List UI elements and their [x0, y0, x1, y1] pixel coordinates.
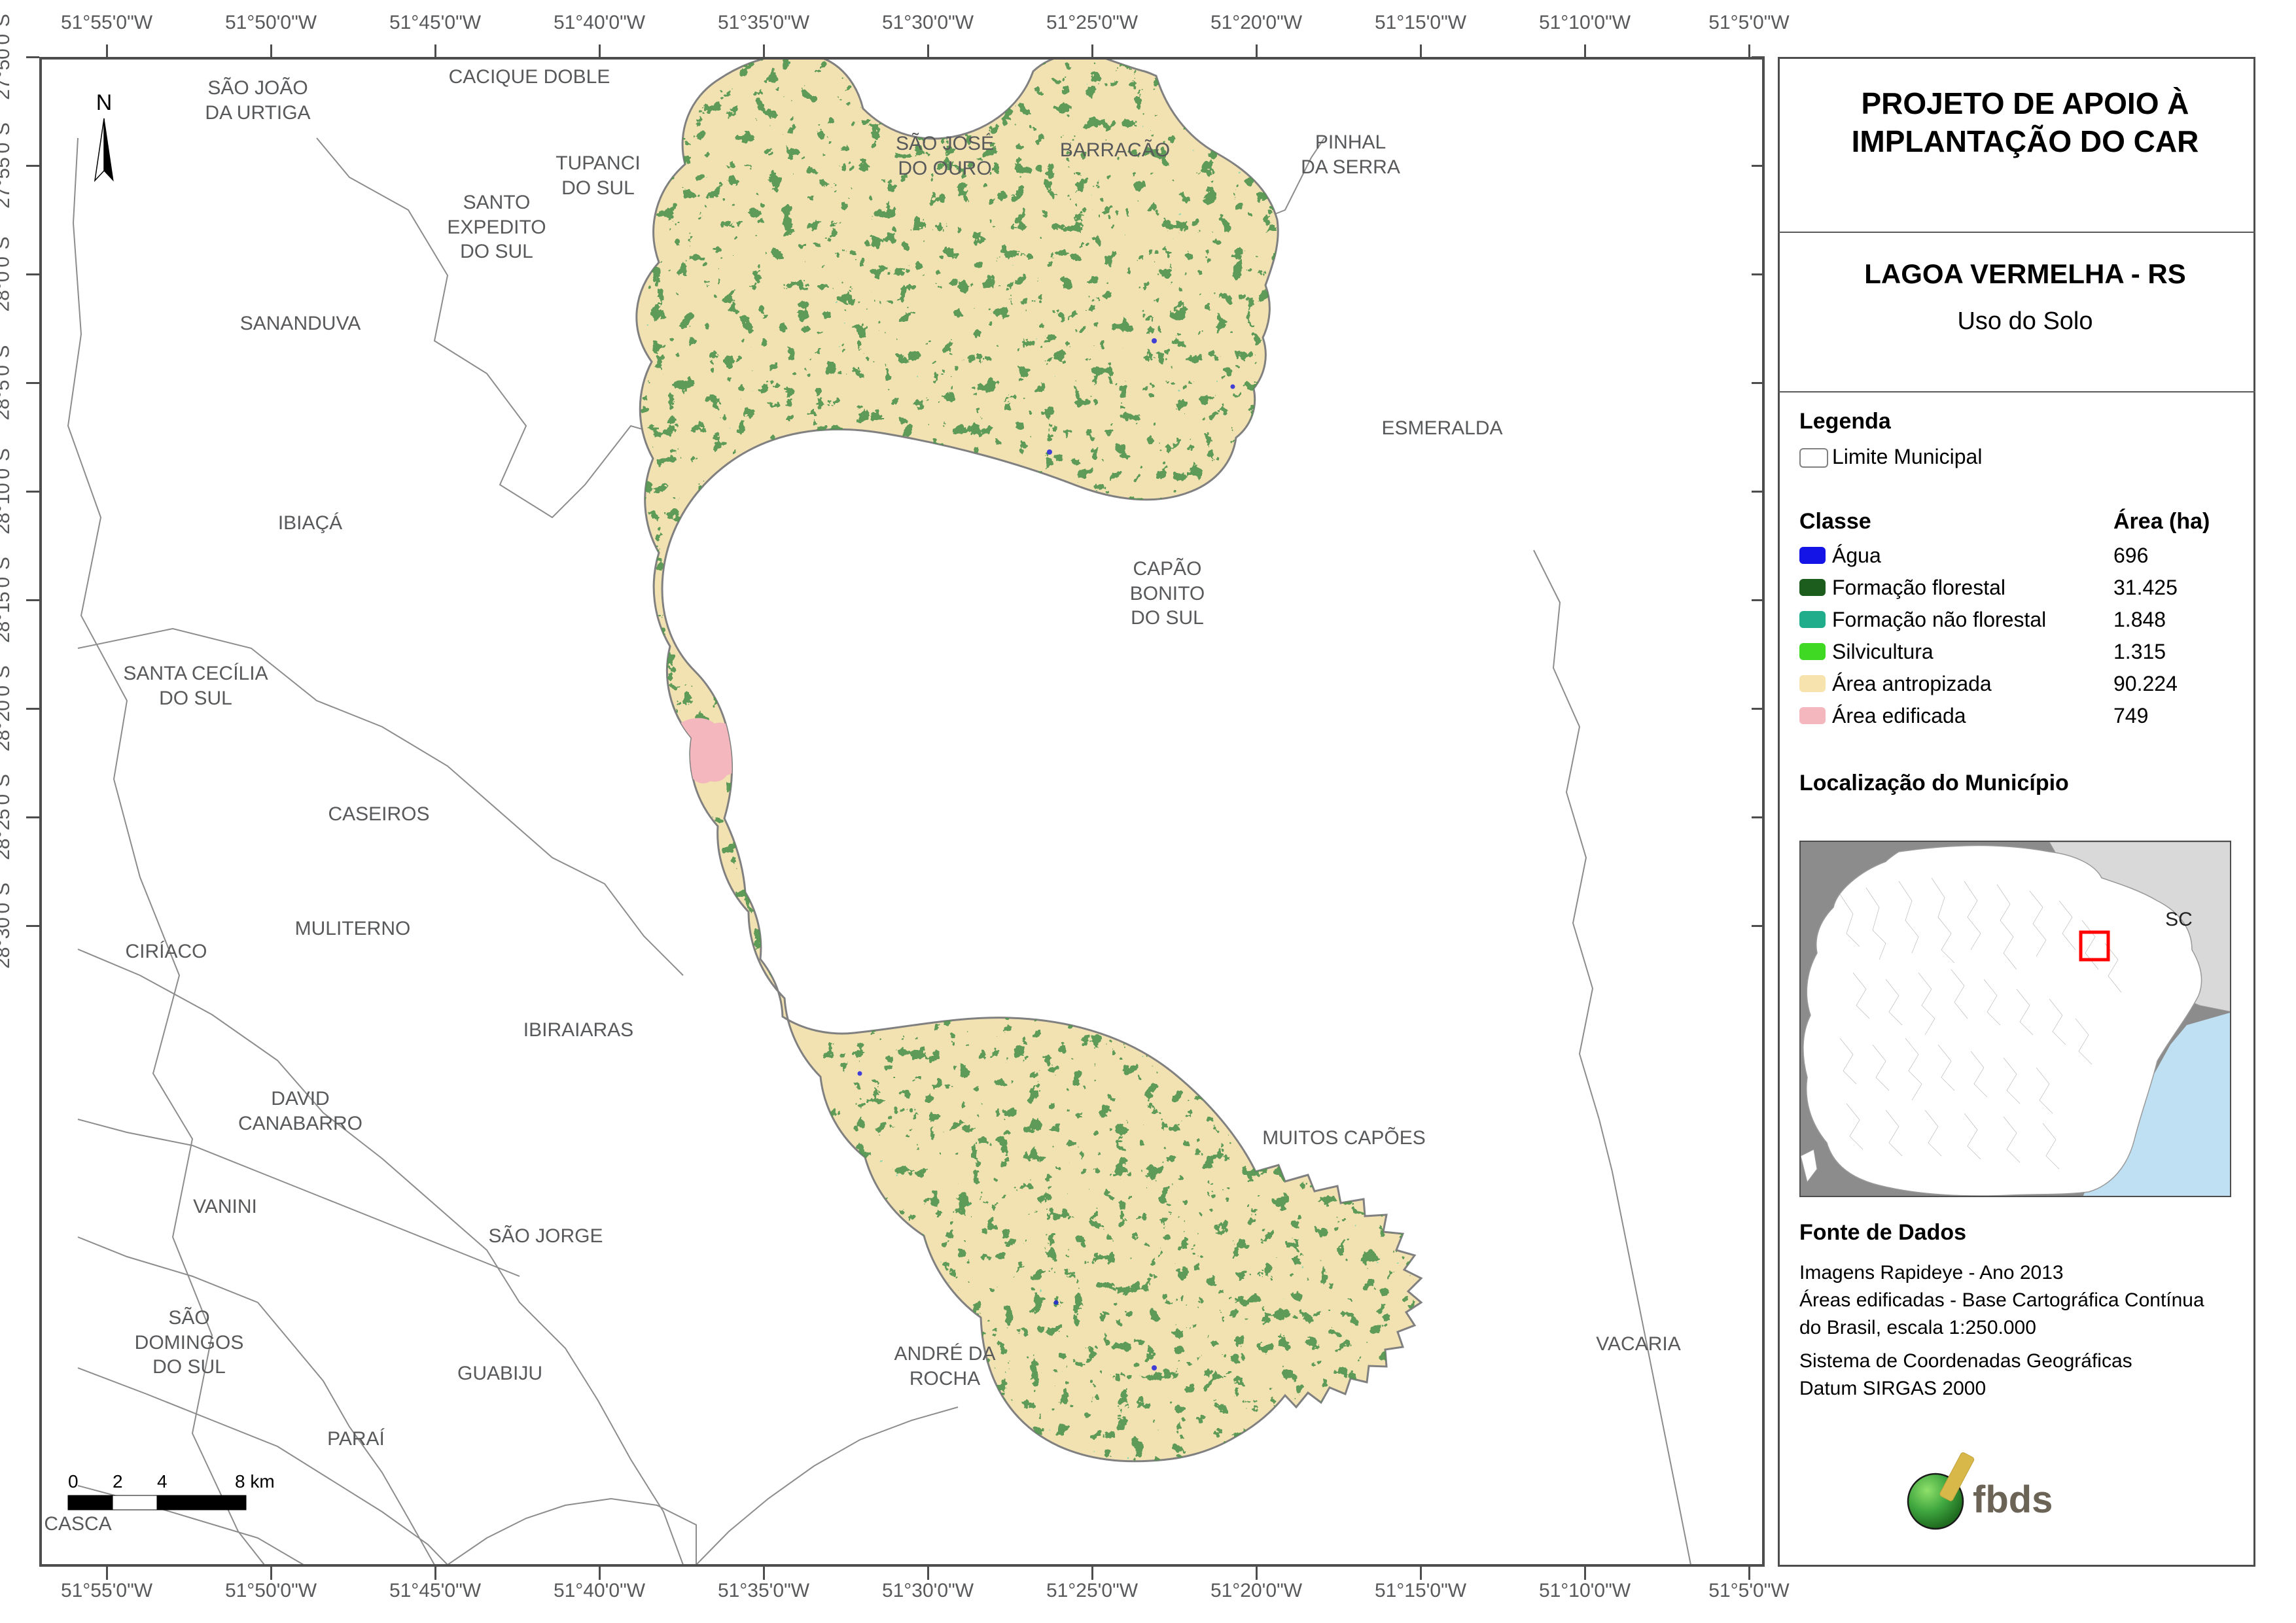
svg-text:SC: SC	[2165, 909, 2193, 930]
svg-text:fbds: fbds	[1973, 1478, 2053, 1521]
